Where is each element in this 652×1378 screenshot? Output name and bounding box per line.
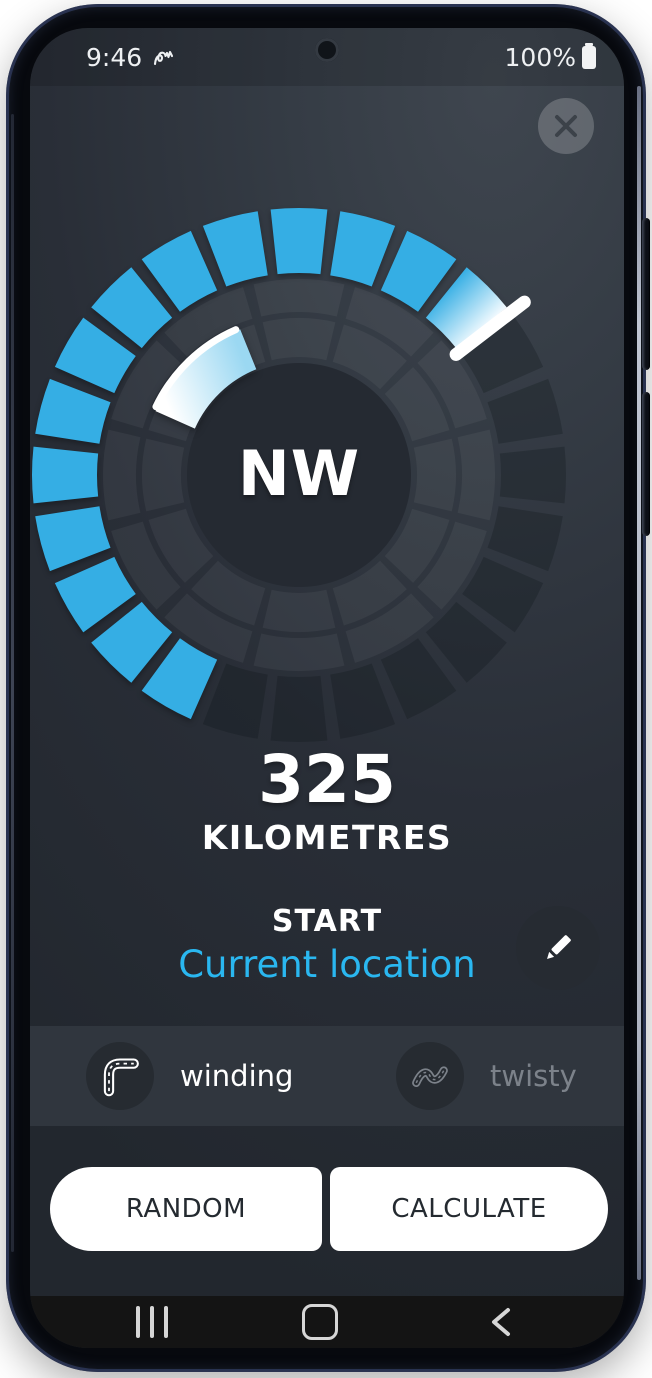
battery-icon (582, 42, 596, 69)
app-screen: 9:46 100% (30, 28, 624, 1348)
dial-direction-label: NW (237, 437, 361, 510)
edit-start-button[interactable] (516, 906, 600, 990)
back-icon (492, 1308, 510, 1336)
recents-icon (136, 1306, 168, 1338)
distance-unit: KILOMETRES (201, 818, 453, 857)
start-value[interactable]: Current location (178, 943, 476, 986)
route-style-band: winding twisty (30, 1026, 624, 1126)
pencil-icon (547, 935, 571, 959)
calculate-button[interactable]: CALCULATE (330, 1167, 608, 1251)
option-winding-label: winding (180, 1059, 294, 1093)
camera-punch-hole (315, 38, 339, 62)
option-twisty[interactable]: twisty (396, 1026, 577, 1126)
android-nav-bar (30, 1296, 624, 1348)
action-row: RANDOM CALCULATE (30, 1167, 624, 1251)
direction-dial[interactable] (30, 195, 579, 755)
home-button[interactable] (288, 1296, 352, 1348)
back-button[interactable] (468, 1296, 532, 1348)
close-button[interactable] (538, 98, 594, 154)
random-button[interactable]: RANDOM (50, 1167, 322, 1251)
option-twisty-label: twisty (490, 1059, 577, 1093)
distance-value: 325 (258, 741, 396, 818)
status-bar: 9:46 100% (30, 28, 624, 86)
phone-frame-edge-left (11, 114, 14, 1252)
start-label: START (271, 904, 383, 939)
phone-frame-edge (637, 86, 641, 1280)
winding-road-icon (103, 1058, 139, 1097)
close-icon (555, 115, 577, 137)
recents-button[interactable] (120, 1296, 184, 1348)
power-button[interactable] (642, 392, 650, 536)
volume-button[interactable] (642, 218, 650, 370)
twisty-road-icon (412, 1066, 448, 1087)
twisty-road-notification-icon (154, 50, 174, 66)
option-winding[interactable]: winding (86, 1026, 293, 1126)
home-icon (302, 1304, 338, 1340)
phone-frame: 9:46 100% (6, 4, 650, 1372)
distance-block[interactable]: 325 KILOMETRES (30, 741, 624, 858)
start-block: START Current location (30, 904, 624, 986)
battery-percent: 100% (504, 42, 576, 72)
clock: 9:46 (86, 42, 143, 72)
